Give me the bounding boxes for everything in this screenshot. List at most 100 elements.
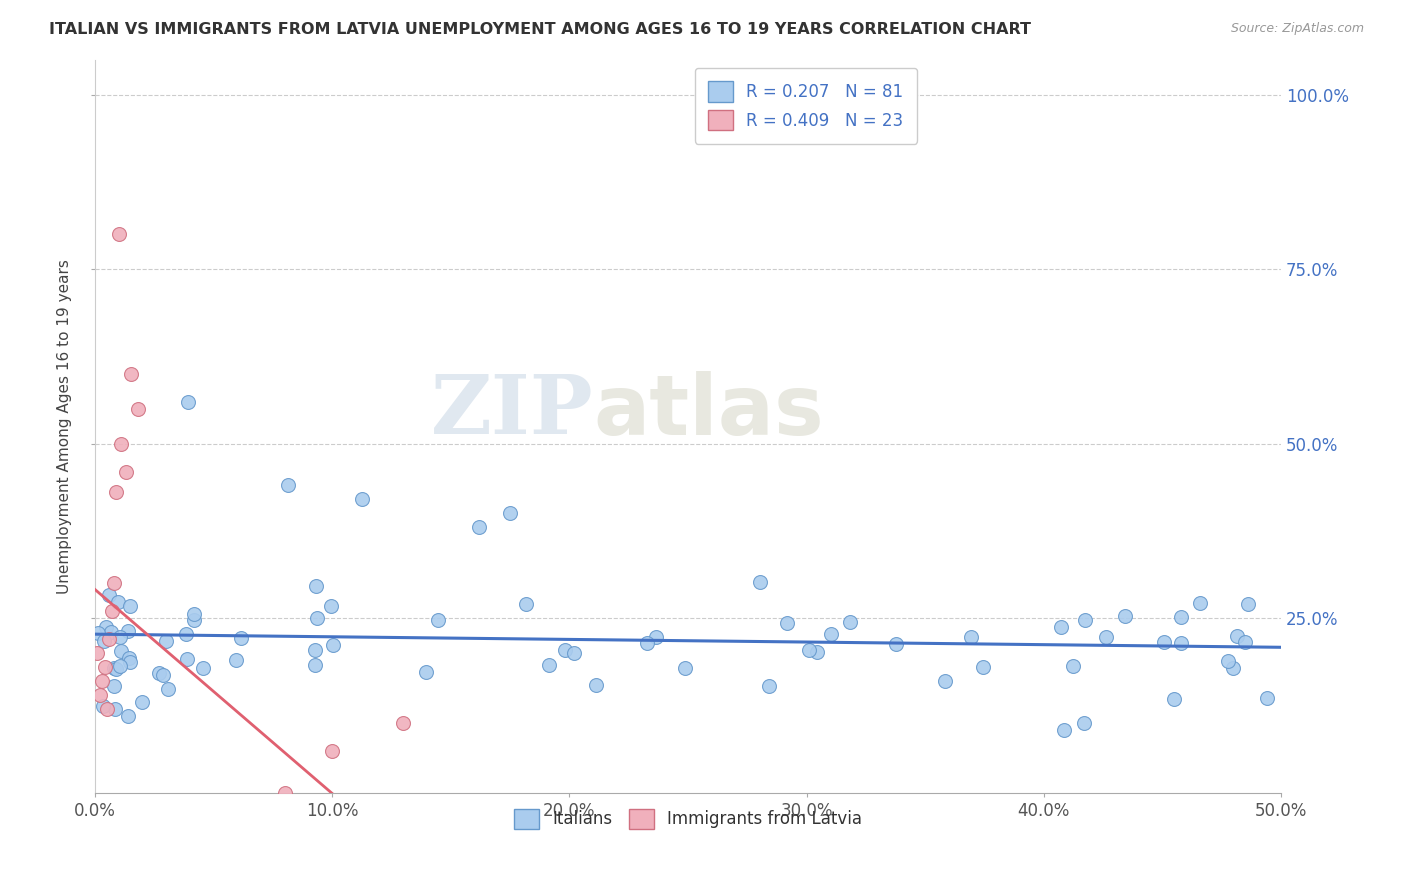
Point	[758, 679, 780, 693]
Point	[934, 673, 956, 688]
Point	[143, 821, 166, 835]
Point	[107, 595, 129, 609]
Legend: Italians, Immigrants from Latvia: Italians, Immigrants from Latvia	[508, 802, 869, 836]
Point	[191, 661, 214, 675]
Point	[179, 828, 201, 842]
Point	[202, 814, 225, 828]
Point	[1237, 597, 1260, 611]
Point	[100, 604, 122, 618]
Point	[91, 673, 114, 688]
Point	[1074, 613, 1097, 627]
Point	[1053, 723, 1076, 737]
Point	[1163, 692, 1185, 706]
Point	[93, 634, 115, 648]
Point	[118, 650, 141, 665]
Point	[87, 626, 110, 640]
Point	[1226, 629, 1249, 643]
Y-axis label: Unemployment Among Ages 16 to 19 years: Unemployment Among Ages 16 to 19 years	[58, 259, 72, 593]
Point	[304, 642, 326, 657]
Point	[94, 619, 117, 633]
Point	[97, 588, 120, 602]
Point	[98, 632, 121, 646]
Point	[562, 646, 585, 660]
Point	[585, 678, 607, 692]
Point	[110, 631, 132, 645]
Point	[884, 637, 907, 651]
Point	[1050, 620, 1073, 634]
Point	[100, 624, 122, 639]
Point	[1153, 634, 1175, 648]
Point	[820, 627, 842, 641]
Point	[103, 679, 125, 693]
Point	[554, 642, 576, 657]
Point	[104, 662, 127, 676]
Point	[225, 653, 247, 667]
Point	[1256, 690, 1278, 705]
Text: atlas: atlas	[593, 371, 824, 452]
Point	[127, 401, 149, 416]
Point	[960, 630, 983, 644]
Point	[110, 644, 132, 658]
Point	[86, 646, 108, 660]
Point	[108, 227, 131, 241]
Point	[1114, 609, 1136, 624]
Point	[115, 465, 138, 479]
Point	[176, 394, 198, 409]
Point	[636, 636, 658, 650]
Point	[305, 611, 328, 625]
Point	[183, 613, 205, 627]
Point	[415, 665, 437, 680]
Point	[120, 655, 142, 669]
Point	[321, 744, 343, 758]
Point	[174, 627, 197, 641]
Point	[797, 642, 820, 657]
Point	[226, 799, 249, 814]
Point	[89, 688, 111, 702]
Point	[1062, 659, 1084, 673]
Point	[749, 574, 772, 589]
Point	[120, 367, 142, 381]
Point	[110, 659, 132, 673]
Point	[322, 638, 344, 652]
Point	[274, 786, 297, 800]
Point	[103, 576, 125, 591]
Point	[118, 599, 141, 613]
Point	[319, 599, 342, 613]
Point	[499, 507, 522, 521]
Text: ZIP: ZIP	[430, 371, 593, 451]
Point	[673, 661, 696, 675]
Point	[155, 841, 177, 855]
Point	[538, 658, 561, 673]
Point	[1095, 630, 1118, 644]
Point	[155, 634, 177, 648]
Point	[1222, 661, 1244, 675]
Point	[176, 652, 198, 666]
Point	[110, 436, 132, 450]
Point	[806, 645, 828, 659]
Text: ITALIAN VS IMMIGRANTS FROM LATVIA UNEMPLOYMENT AMONG AGES 16 TO 19 YEARS CORRELA: ITALIAN VS IMMIGRANTS FROM LATVIA UNEMPL…	[49, 22, 1031, 37]
Point	[838, 615, 860, 629]
Point	[776, 615, 799, 630]
Point	[183, 607, 205, 622]
Point	[105, 485, 128, 500]
Point	[426, 613, 449, 627]
Point	[229, 631, 252, 645]
Point	[148, 666, 170, 681]
Point	[117, 624, 139, 639]
Point	[1073, 715, 1095, 730]
Point	[305, 579, 328, 593]
Point	[1233, 634, 1256, 648]
Point	[117, 709, 139, 723]
Point	[93, 698, 115, 713]
Point	[157, 682, 180, 697]
Point	[645, 630, 668, 644]
Text: Source: ZipAtlas.com: Source: ZipAtlas.com	[1230, 22, 1364, 36]
Point	[1170, 636, 1192, 650]
Point	[1170, 610, 1192, 624]
Point	[1218, 654, 1240, 668]
Point	[104, 702, 127, 716]
Point	[972, 660, 994, 674]
Point	[93, 660, 115, 674]
Point	[392, 715, 415, 730]
Point	[468, 520, 491, 534]
